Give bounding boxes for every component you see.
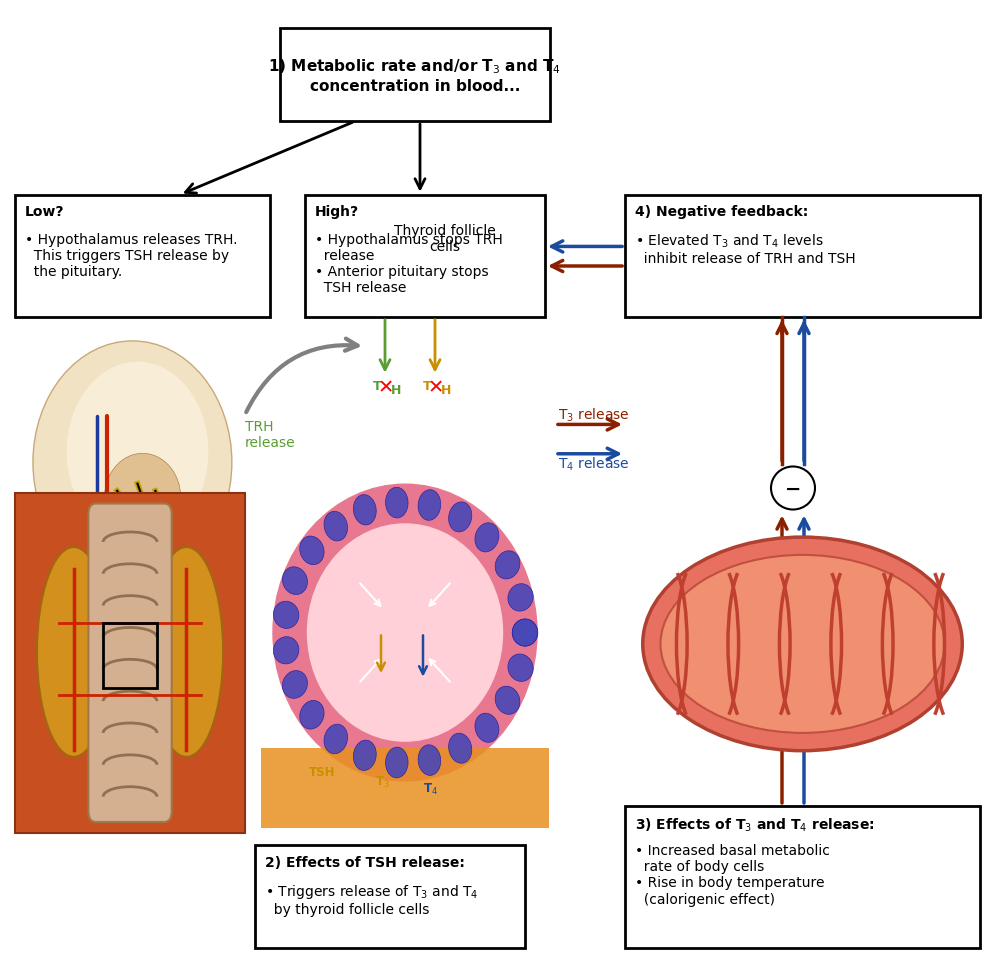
Ellipse shape xyxy=(33,342,232,584)
Ellipse shape xyxy=(386,488,408,519)
Text: T: T xyxy=(423,379,431,393)
Text: 1) Metabolic rate and/or T$_3$ and T$_4$
concentration in blood...: 1) Metabolic rate and/or T$_3$ and T$_4$… xyxy=(268,58,562,94)
Ellipse shape xyxy=(449,502,472,532)
FancyBboxPatch shape xyxy=(84,645,120,666)
Ellipse shape xyxy=(512,619,538,647)
Ellipse shape xyxy=(386,747,408,778)
Text: High?: High? xyxy=(315,205,359,219)
Ellipse shape xyxy=(495,551,520,579)
FancyBboxPatch shape xyxy=(84,567,120,587)
FancyBboxPatch shape xyxy=(625,806,980,948)
Ellipse shape xyxy=(104,454,181,543)
Text: T$_3$ release: T$_3$ release xyxy=(558,406,630,424)
Ellipse shape xyxy=(150,547,223,757)
Ellipse shape xyxy=(300,536,324,565)
Ellipse shape xyxy=(508,655,533,682)
Ellipse shape xyxy=(643,537,962,751)
Text: ✕: ✕ xyxy=(428,378,444,398)
Text: Thyroid follicle
cells: Thyroid follicle cells xyxy=(394,224,496,254)
Ellipse shape xyxy=(324,512,348,541)
Ellipse shape xyxy=(475,524,499,552)
FancyBboxPatch shape xyxy=(84,625,120,647)
Ellipse shape xyxy=(495,687,520,714)
FancyBboxPatch shape xyxy=(88,504,172,823)
FancyBboxPatch shape xyxy=(84,606,120,627)
Text: H: H xyxy=(441,383,451,397)
Ellipse shape xyxy=(353,741,376,771)
FancyBboxPatch shape xyxy=(305,195,545,318)
Ellipse shape xyxy=(418,745,441,776)
Text: T: T xyxy=(373,379,381,393)
Text: −: − xyxy=(785,479,801,498)
Circle shape xyxy=(771,467,815,510)
Ellipse shape xyxy=(138,534,188,619)
Text: • Triggers release of T$_3$ and T$_4$
  by thyroid follicle cells: • Triggers release of T$_3$ and T$_4$ by… xyxy=(265,882,479,916)
Ellipse shape xyxy=(308,525,502,742)
Circle shape xyxy=(137,523,148,538)
Text: TSH: TSH xyxy=(309,766,336,779)
Ellipse shape xyxy=(282,568,307,595)
Circle shape xyxy=(165,537,176,553)
Text: • Hypothalamus releases TRH.
  This triggers TSH release by
  the pituitary.: • Hypothalamus releases TRH. This trigge… xyxy=(25,233,238,278)
FancyBboxPatch shape xyxy=(15,195,270,318)
Ellipse shape xyxy=(353,495,376,526)
Ellipse shape xyxy=(273,637,299,664)
Text: TSH release: TSH release xyxy=(55,584,138,598)
Ellipse shape xyxy=(273,602,299,629)
Text: 3) Effects of T$_3$ and T$_4$ release:: 3) Effects of T$_3$ and T$_4$ release: xyxy=(635,816,875,833)
Ellipse shape xyxy=(67,362,208,541)
Text: ✕: ✕ xyxy=(378,378,394,398)
Ellipse shape xyxy=(273,485,537,782)
Text: • Increased basal metabolic
  rate of body cells
• Rise in body temperature
  (c: • Increased basal metabolic rate of body… xyxy=(635,843,830,906)
Ellipse shape xyxy=(282,671,307,699)
FancyBboxPatch shape xyxy=(625,195,980,318)
Ellipse shape xyxy=(475,713,499,743)
Text: • Elevated T$_3$ and T$_4$ levels
  inhibit release of TRH and TSH: • Elevated T$_3$ and T$_4$ levels inhibi… xyxy=(635,233,856,266)
FancyBboxPatch shape xyxy=(84,586,120,608)
Text: T$_4$ release: T$_4$ release xyxy=(558,455,630,473)
Text: TRH
release: TRH release xyxy=(245,420,296,449)
FancyBboxPatch shape xyxy=(280,29,550,122)
Ellipse shape xyxy=(300,701,324,730)
Ellipse shape xyxy=(512,619,538,647)
Ellipse shape xyxy=(37,547,110,757)
Text: H: H xyxy=(391,383,401,397)
Text: • Hypothalamus stops TRH
  release
• Anterior pituitary stops
  TSH release: • Hypothalamus stops TRH release • Anter… xyxy=(315,233,503,295)
Ellipse shape xyxy=(660,555,944,733)
FancyBboxPatch shape xyxy=(261,748,549,828)
Text: 2) Effects of TSH release:: 2) Effects of TSH release: xyxy=(265,855,465,869)
Text: T$_4$: T$_4$ xyxy=(423,781,438,796)
Ellipse shape xyxy=(508,584,533,612)
FancyBboxPatch shape xyxy=(15,493,245,833)
Text: T$_3$: T$_3$ xyxy=(375,774,390,788)
Text: 4) Negative feedback:: 4) Negative feedback: xyxy=(635,205,808,219)
FancyBboxPatch shape xyxy=(255,845,525,948)
Text: Low?: Low? xyxy=(25,205,64,219)
Ellipse shape xyxy=(449,734,472,763)
Ellipse shape xyxy=(324,724,348,754)
Circle shape xyxy=(150,530,161,545)
Ellipse shape xyxy=(418,490,441,521)
